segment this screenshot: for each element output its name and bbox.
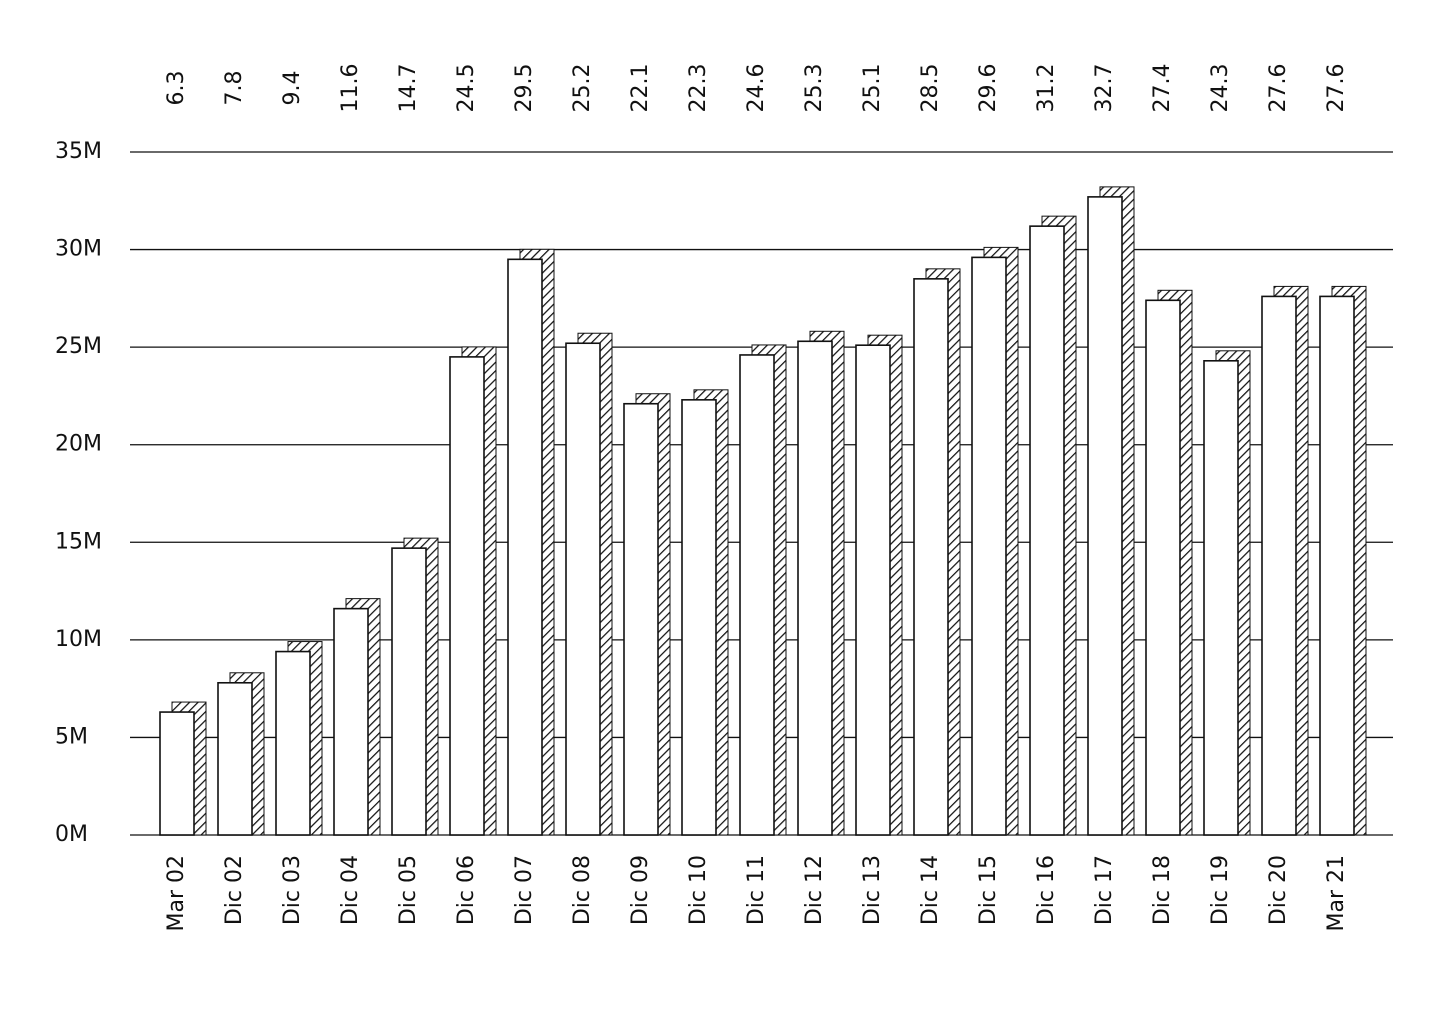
value-label: 22.1 (628, 64, 653, 113)
x-tick-label: Dic 08 (570, 855, 595, 925)
value-label: 25.1 (860, 64, 885, 113)
bar (565, 342, 601, 836)
bar (507, 258, 543, 836)
bar (855, 344, 891, 836)
x-tick-label: Mar 02 (164, 855, 189, 932)
bar (913, 278, 949, 836)
bar (1029, 225, 1065, 836)
value-label: 27.6 (1266, 64, 1291, 113)
x-tick-label: Dic 07 (512, 855, 537, 925)
x-tick-label: Dic 10 (686, 855, 711, 925)
y-tick-label: 5M (55, 724, 88, 749)
bar (1261, 295, 1297, 836)
x-tick-label: Dic 14 (918, 855, 943, 925)
y-tick-label: 30M (55, 237, 102, 262)
bar (449, 356, 485, 836)
value-label: 25.3 (802, 64, 827, 113)
bar (797, 340, 833, 836)
x-tick-label: Dic 12 (802, 855, 827, 925)
value-label: 27.4 (1150, 64, 1175, 113)
x-tick-label: Mar 21 (1324, 855, 1349, 932)
y-tick-label: 25M (55, 334, 102, 359)
bar (391, 547, 427, 836)
bar (217, 681, 253, 836)
value-label: 7.8 (222, 71, 247, 106)
y-tick-label: 10M (55, 627, 102, 652)
bar (681, 399, 717, 836)
bar (1145, 299, 1181, 836)
x-tick-label: Dic 13 (860, 855, 885, 925)
bar (1319, 295, 1355, 836)
x-tick-label: Dic 15 (976, 855, 1001, 925)
bar (623, 402, 659, 836)
x-tick-label: Dic 05 (396, 855, 421, 925)
x-tick-label: Dic 03 (280, 855, 305, 925)
x-tick-label: Dic 06 (454, 855, 479, 925)
value-label: 6.3 (164, 71, 189, 106)
x-tick-label: Dic 02 (222, 855, 247, 925)
value-label: 25.2 (570, 64, 595, 113)
value-label: 27.6 (1324, 64, 1349, 113)
bar (275, 650, 311, 836)
x-tick-label: Dic 11 (744, 855, 769, 925)
y-tick-label: 35M (55, 139, 102, 164)
bar (333, 607, 369, 836)
value-label: 29.6 (976, 64, 1001, 113)
value-label: 9.4 (280, 71, 305, 106)
x-tick-label: Dic 19 (1208, 855, 1233, 925)
x-tick-label: Dic 18 (1150, 855, 1175, 925)
x-tick-label: Dic 09 (628, 855, 653, 925)
y-tick-label: 0M (55, 822, 88, 847)
x-tick-label: Dic 20 (1266, 855, 1291, 925)
bar (1087, 196, 1123, 836)
bar (159, 711, 195, 836)
value-label: 24.6 (744, 64, 769, 113)
bar (1203, 360, 1239, 836)
y-tick-label: 15M (55, 529, 102, 554)
value-label: 11.6 (338, 64, 363, 113)
value-label: 14.7 (396, 64, 421, 113)
value-label: 28.5 (918, 64, 943, 113)
x-tick-label: Dic 04 (338, 855, 363, 925)
bar (739, 354, 775, 836)
value-label: 24.3 (1208, 64, 1233, 113)
y-tick-label: 20M (55, 432, 102, 457)
value-label: 31.2 (1034, 64, 1059, 113)
x-tick-label: Dic 16 (1034, 855, 1059, 925)
bar (971, 256, 1007, 836)
value-label: 24.5 (454, 64, 479, 113)
value-label: 29.5 (512, 64, 537, 113)
value-label: 22.3 (686, 64, 711, 113)
value-label: 32.7 (1092, 64, 1117, 113)
x-tick-label: Dic 17 (1092, 855, 1117, 925)
